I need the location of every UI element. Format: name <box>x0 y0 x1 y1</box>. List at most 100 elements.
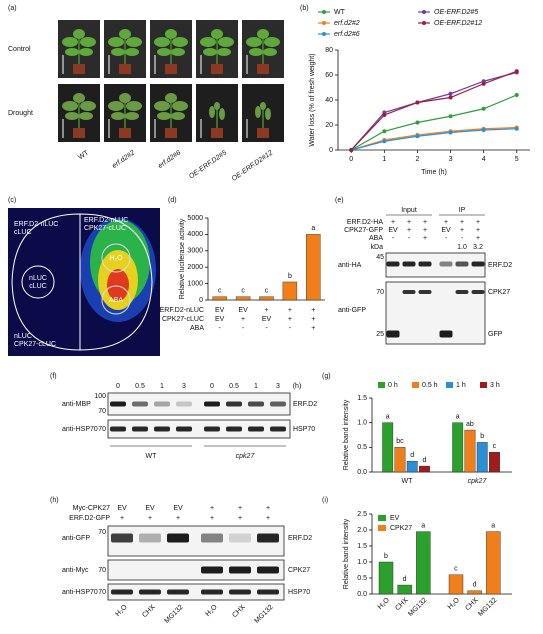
point <box>415 134 420 139</box>
blot <box>385 252 486 278</box>
bar <box>282 281 298 301</box>
cell: EV <box>117 505 127 512</box>
y-tick-label: 60 <box>325 72 333 79</box>
leaf <box>79 112 93 120</box>
cell: + <box>423 227 427 234</box>
legend-marker <box>322 10 326 14</box>
leaf <box>111 48 125 56</box>
cell: + <box>264 307 268 314</box>
point <box>514 69 519 74</box>
label: 3 <box>182 383 186 390</box>
y-tick-label: 0 <box>329 147 333 154</box>
leaf <box>249 48 263 56</box>
leaf <box>65 112 79 120</box>
band <box>439 261 453 267</box>
row-label: Drought <box>8 110 33 117</box>
label: 70 <box>98 426 106 433</box>
label: CPK27-GFP <box>344 227 383 234</box>
significance-letter: b <box>480 433 484 440</box>
leaf <box>219 108 225 120</box>
y-axis-label: Relative band intensity <box>343 518 350 589</box>
point <box>448 95 453 100</box>
significance-letter: c <box>241 288 245 295</box>
leaf <box>246 37 262 47</box>
band <box>455 290 469 294</box>
significance-letter: c <box>218 288 222 295</box>
cell: + <box>407 227 411 234</box>
band <box>257 533 279 543</box>
cell: - <box>445 235 448 242</box>
leaf-outline <box>11 213 153 351</box>
x-tick-label: 3 <box>449 156 453 163</box>
point <box>415 120 420 125</box>
label: 70 <box>98 567 106 574</box>
cell: - <box>461 235 464 242</box>
x-tick-label: H₂O <box>447 596 462 611</box>
significance-letter: c <box>493 443 497 450</box>
leaf <box>209 106 215 118</box>
band <box>139 589 161 595</box>
x-tick-label: 2 <box>415 156 419 163</box>
cell: + <box>423 235 427 242</box>
leaf <box>125 48 139 56</box>
y-tick-label: 0 <box>199 297 203 304</box>
cell: - <box>242 325 245 332</box>
signal <box>107 269 129 301</box>
y-tick-label: 1.0 <box>357 559 367 566</box>
label: nLUC <box>14 333 32 340</box>
spot <box>21 265 55 299</box>
band <box>229 566 251 574</box>
label: anti-HA <box>338 262 362 269</box>
label: ERF.D2-GFP <box>69 515 110 522</box>
pot <box>211 64 223 74</box>
cell: + <box>266 505 270 512</box>
leaf <box>211 29 223 39</box>
label: WT <box>146 453 158 460</box>
treatment-label: MG132 <box>254 604 275 625</box>
band <box>201 566 223 574</box>
bar <box>476 442 488 473</box>
leaf <box>154 37 170 47</box>
significance-letter: d <box>403 576 407 583</box>
legend-label: OE-ERF.D2#5 <box>434 9 478 16</box>
bar <box>212 296 227 301</box>
label: ABA <box>369 235 383 242</box>
label: nLUC <box>29 275 47 282</box>
band <box>471 290 485 294</box>
leaf <box>73 29 85 39</box>
label: ABA <box>109 297 123 304</box>
band <box>132 401 148 407</box>
leaf <box>157 112 171 120</box>
label: ERF.D2-nLUC <box>14 221 58 228</box>
band <box>176 401 192 407</box>
significance-letter: a <box>421 522 425 529</box>
pot <box>211 128 223 138</box>
cell: - <box>392 235 395 242</box>
band <box>204 401 220 407</box>
x-tick-label: CHX <box>394 597 410 613</box>
bar <box>259 296 274 301</box>
label: 0.5 <box>229 383 239 390</box>
y-tick-label: 1.5 <box>357 543 367 550</box>
leaf <box>214 102 220 110</box>
y-tick-label: 3000 <box>187 248 203 255</box>
legend-marker <box>422 10 426 14</box>
x-tick-label: cpk27 <box>468 478 488 485</box>
label: 0 <box>116 383 120 390</box>
cell: + <box>460 227 464 234</box>
row-label: ERF.D2-nLUC <box>160 307 204 314</box>
y-axis-label: Water loss (% of fresh weight) <box>309 53 316 146</box>
label: 0.5 <box>135 383 145 390</box>
band <box>248 426 264 432</box>
label: anti-HSP70 <box>62 589 98 596</box>
cell: + <box>476 219 480 226</box>
label: (h) <box>293 383 302 390</box>
y-tick-label: 0.0 <box>357 469 367 476</box>
leaf <box>80 101 96 111</box>
legend-marker <box>422 21 426 25</box>
leaf <box>263 48 277 56</box>
label: H₂O <box>109 255 123 262</box>
cell: - <box>265 325 268 332</box>
spot <box>101 285 131 315</box>
